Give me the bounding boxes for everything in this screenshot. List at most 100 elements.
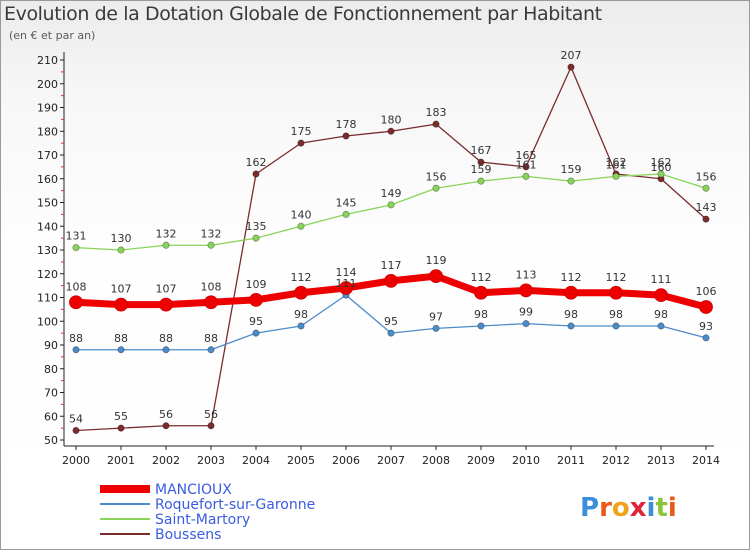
data-label: 56 — [159, 408, 173, 421]
data-point — [477, 158, 485, 166]
x-tick-label: 2000 — [62, 454, 90, 467]
x-tick-label: 2007 — [377, 454, 405, 467]
data-label: 107 — [111, 283, 132, 296]
data-point — [342, 210, 350, 218]
y-tick-label: 70 — [44, 387, 58, 400]
data-label: 117 — [381, 259, 402, 272]
data-label: 162 — [651, 156, 672, 169]
legend-label: Boussens — [155, 527, 221, 543]
data-label: 145 — [336, 196, 357, 209]
data-label: 143 — [696, 201, 717, 214]
data-point — [72, 244, 80, 252]
data-point — [72, 426, 80, 435]
y-tick-label: 50 — [44, 434, 58, 447]
data-label: 162 — [606, 156, 627, 169]
x-tick-label: 2001 — [107, 454, 135, 467]
data-label: 109 — [246, 278, 267, 291]
data-point — [294, 285, 308, 300]
data-point — [657, 170, 665, 178]
data-point — [114, 297, 128, 312]
data-point — [159, 297, 173, 312]
data-point — [297, 222, 305, 230]
x-tick-label: 2013 — [647, 454, 675, 467]
data-label: 178 — [336, 118, 357, 131]
data-label: 162 — [246, 156, 267, 169]
y-tick-label: 180 — [37, 125, 58, 138]
data-point — [162, 422, 170, 430]
x-tick-label: 2011 — [557, 454, 585, 467]
data-point — [477, 322, 485, 330]
data-label: 112 — [471, 271, 492, 284]
data-label: 55 — [114, 410, 128, 423]
y-tick-label: 200 — [37, 78, 58, 91]
data-label: 97 — [429, 310, 443, 323]
data-point — [162, 346, 170, 354]
data-point — [432, 324, 440, 332]
y-tick-label: 190 — [37, 102, 58, 115]
data-point — [69, 295, 83, 310]
data-point — [252, 329, 260, 337]
data-point — [297, 322, 305, 330]
data-point — [522, 320, 530, 328]
data-label: 107 — [156, 283, 177, 296]
data-point — [249, 292, 263, 307]
data-label: 167 — [471, 144, 492, 157]
chart-subtitle: (en € et par an) — [9, 29, 96, 42]
data-point — [252, 170, 260, 178]
data-label: 98 — [564, 308, 578, 321]
data-point — [384, 273, 398, 288]
data-point — [702, 184, 710, 192]
data-label: 161 — [516, 158, 537, 171]
y-tick-label: 120 — [37, 268, 58, 281]
data-label: 132 — [201, 227, 222, 240]
data-label: 140 — [291, 208, 312, 221]
x-tick-label: 2005 — [287, 454, 315, 467]
data-point — [477, 177, 485, 185]
data-point — [702, 215, 710, 223]
data-point — [429, 269, 443, 284]
y-tick-label: 110 — [37, 292, 58, 305]
data-label: 88 — [69, 332, 83, 345]
data-label: 114 — [336, 266, 357, 279]
chart-title: Evolution de la Dotation Globale de Fonc… — [4, 3, 602, 25]
x-tick-label: 2002 — [152, 454, 180, 467]
data-point — [564, 285, 578, 300]
data-point — [72, 346, 80, 354]
data-label: 56 — [204, 408, 218, 421]
data-label: 95 — [249, 315, 263, 328]
data-label: 54 — [69, 413, 83, 426]
y-tick-label: 150 — [37, 197, 58, 210]
data-point — [117, 346, 125, 354]
data-label: 88 — [159, 332, 173, 345]
data-label: 113 — [516, 268, 537, 281]
data-label: 131 — [66, 230, 87, 243]
data-label: 159 — [561, 163, 582, 176]
x-tick-label: 2010 — [512, 454, 540, 467]
data-point — [207, 346, 215, 354]
x-tick-label: 2009 — [467, 454, 495, 467]
data-label: 175 — [291, 125, 312, 138]
data-point — [567, 177, 575, 185]
data-label: 106 — [696, 285, 717, 298]
data-point — [522, 163, 530, 171]
data-label: 159 — [471, 163, 492, 176]
data-label: 98 — [609, 308, 623, 321]
data-label: 98 — [654, 308, 668, 321]
data-point — [342, 132, 350, 140]
data-point — [297, 139, 305, 147]
data-point — [567, 63, 575, 71]
y-tick-label: 60 — [44, 410, 58, 423]
data-point — [387, 201, 395, 209]
data-label: 112 — [291, 271, 312, 284]
legend-label: MANCIOUX — [155, 482, 232, 498]
data-point — [117, 424, 125, 432]
x-tick-label: 2003 — [197, 454, 225, 467]
data-label: 95 — [384, 315, 398, 328]
data-point — [252, 234, 260, 242]
data-label: 160 — [651, 161, 672, 174]
legend-label: Roquefort-sur-Garonne — [155, 497, 315, 513]
data-point — [204, 295, 218, 310]
data-point — [567, 322, 575, 330]
y-tick-label: 210 — [37, 54, 58, 67]
